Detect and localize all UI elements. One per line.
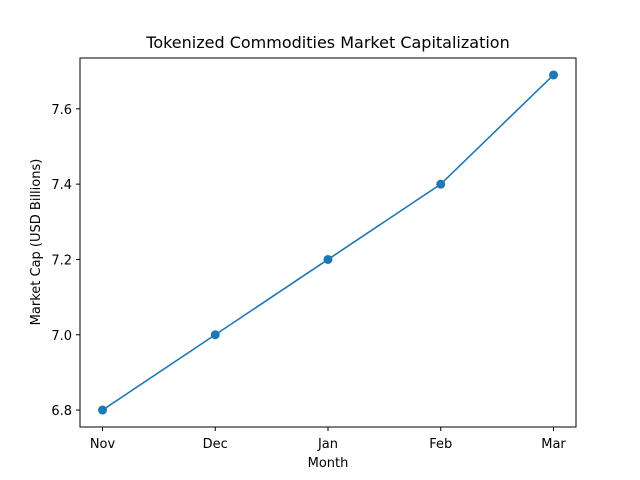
y-axis-ticks: 6.8 7.0 7.2 7.4 7.6: [51, 103, 80, 419]
y-tick-label: 7.4: [51, 178, 72, 193]
data-point: [210, 330, 220, 340]
y-tick-label: 6.8: [51, 404, 72, 419]
x-tick-label: Mar: [541, 437, 566, 452]
series-layer: [98, 70, 558, 415]
x-axis-ticks: Nov Dec Jan Feb Mar: [90, 427, 566, 452]
plot-area-frame: [79, 57, 577, 428]
x-tick-label: Jan: [317, 437, 338, 452]
chart-title: Tokenized Commodities Market Capitalizat…: [145, 33, 509, 52]
x-tick-label: Feb: [429, 437, 452, 452]
data-point: [98, 405, 107, 415]
y-tick-label: 7.2: [51, 253, 72, 268]
data-point: [436, 179, 446, 189]
x-tick-label: Dec: [203, 437, 228, 452]
y-tick-label: 7.0: [51, 329, 72, 344]
y-tick-label: 7.6: [51, 103, 72, 118]
x-axis-label: Month: [308, 456, 349, 471]
data-point: [323, 254, 333, 264]
data-point: [549, 70, 558, 80]
y-axis-label: Market Cap (USD Billions): [29, 159, 44, 326]
x-tick-label: Nov: [90, 437, 116, 452]
